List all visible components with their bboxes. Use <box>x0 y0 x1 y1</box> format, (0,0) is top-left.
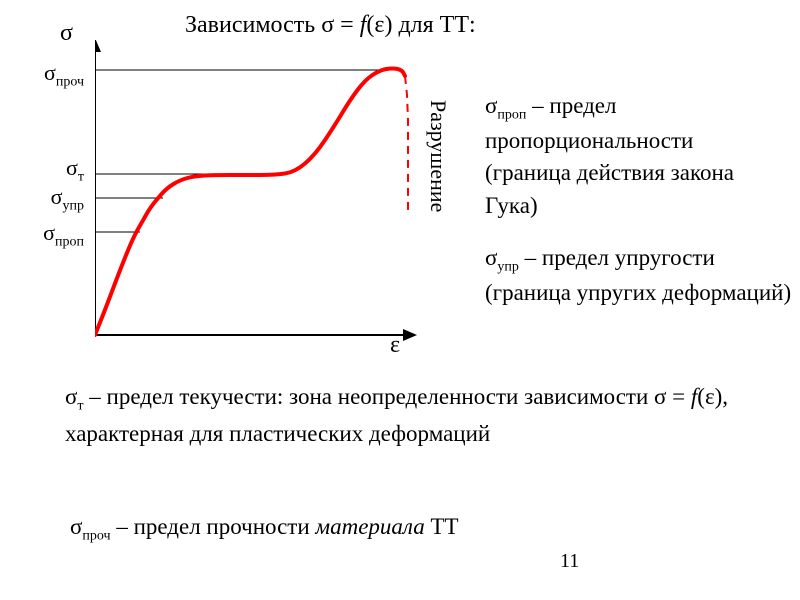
legend-sym: σ <box>65 384 77 409</box>
legend-prop-limit: σпроп – предел пропорциональности (грани… <box>485 90 785 222</box>
y-tick-label: σпроч <box>14 60 84 90</box>
legend-text: – предел упругости (граница упругих дефо… <box>485 245 791 305</box>
chart-area <box>95 40 405 335</box>
legend-sym: σ <box>485 245 497 270</box>
legend-text: – предел текучести: зона неопределенност… <box>84 384 691 409</box>
legend-text2: ТТ <box>425 514 459 539</box>
legend-elastic-limit: σупр – предел упругости (граница упругих… <box>485 242 795 309</box>
y-tick-label: σт <box>14 155 84 185</box>
legend-sym: σ <box>485 93 497 118</box>
chart-svg <box>95 40 425 350</box>
legend-strength-limit: σпроч – предел прочности материала ТТ <box>70 510 770 547</box>
legend-sub: проп <box>497 108 526 123</box>
page-number: 11 <box>560 550 579 573</box>
chart-title: Зависимость σ = f(ε) для ТТ: <box>185 12 476 39</box>
legend-sym: σ <box>70 514 82 539</box>
y-axis-label: σ <box>60 20 73 47</box>
legend-sub: упр <box>497 260 519 275</box>
destruction-label: Разрушение <box>425 100 451 212</box>
y-tick-label: σупр <box>14 184 84 214</box>
y-tick-label: σпроп <box>14 220 84 250</box>
title-prefix: Зависимость σ = <box>185 12 360 38</box>
legend-sub: проч <box>82 529 110 544</box>
legend-yield-limit: σт – предел текучести: зона неопределенн… <box>65 380 765 451</box>
legend-italic: материала <box>315 514 424 539</box>
legend-text: – предел прочности <box>111 514 316 539</box>
title-suffix: (ε) для ТТ: <box>366 12 475 38</box>
